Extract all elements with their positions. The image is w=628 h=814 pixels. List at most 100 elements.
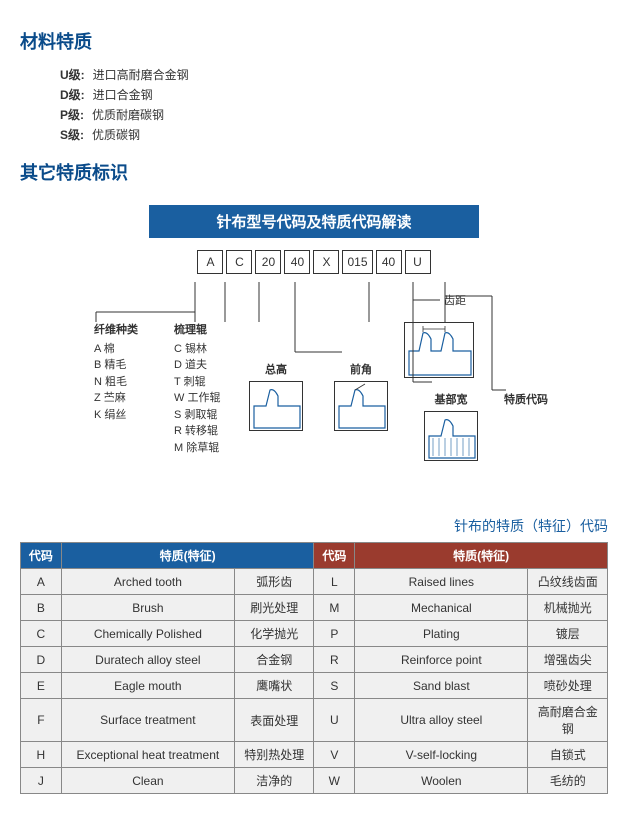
code-box: 20 [255, 250, 281, 274]
grade-row: D级: 进口合金钢 [60, 86, 608, 103]
grade-row: P级: 优质耐磨碳钢 [60, 106, 608, 123]
cell-en: Arched tooth [61, 569, 234, 595]
cell-cn: 弧形齿 [234, 569, 313, 595]
cell-cn: 高耐磨合金钢 [528, 699, 608, 742]
cell-en: Surface treatment [61, 699, 234, 742]
table-row: JClean洁净的WWoolen毛纺的 [21, 768, 608, 794]
cell-cn: 喷砂处理 [528, 673, 608, 699]
grade-row: S级: 优质碳钢 [60, 126, 608, 143]
code-box: 40 [284, 250, 310, 274]
code-diagram: 针布型号代码及特质代码解读 A C 20 40 X 015 40 U 齿距 纤维… [34, 205, 594, 492]
grade-label: S级: [60, 128, 84, 142]
cell-code: D [21, 647, 62, 673]
cell-en: Woolen [355, 768, 528, 794]
cell-en: V-self-locking [355, 742, 528, 768]
cell-code: V [314, 742, 355, 768]
cell-en: Eagle mouth [61, 673, 234, 699]
grade-desc: 进口高耐磨合金钢 [93, 68, 189, 82]
table-row: AArched tooth弧形齿LRaised lines凸纹线齿面 [21, 569, 608, 595]
cell-cn: 毛纺的 [528, 768, 608, 794]
code-boxes: A C 20 40 X 015 40 U [34, 250, 594, 274]
table-row: HExceptional heat treatment特别热处理VV-self-… [21, 742, 608, 768]
roller-item: M 除草辊 [174, 440, 220, 457]
th-code: 代码 [21, 543, 62, 569]
code-box: C [226, 250, 252, 274]
th-code: 代码 [314, 543, 355, 569]
cell-cn: 鹰嘴状 [234, 673, 313, 699]
cell-code: P [314, 621, 355, 647]
label-qianjiao: 前角 [334, 362, 388, 379]
cell-en: Ultra alloy steel [355, 699, 528, 742]
fiber-item: B 精毛 [94, 357, 138, 374]
grade-label: D级: [60, 88, 85, 102]
cell-cn: 凸纹线齿面 [528, 569, 608, 595]
roller-item: D 道夫 [174, 357, 220, 374]
qianjiao-icon [334, 381, 388, 431]
table-row: DDuratech alloy steel合金钢RReinforce point… [21, 647, 608, 673]
roller-item: T 刺辊 [174, 374, 220, 391]
cell-en: Exceptional heat treatment [61, 742, 234, 768]
table-row: EEagle mouth鹰嘴状SSand blast喷砂处理 [21, 673, 608, 699]
roller-item: R 转移辊 [174, 423, 220, 440]
zonggao-icon [249, 381, 303, 431]
cell-code: W [314, 768, 355, 794]
roller-item: W 工作辊 [174, 390, 220, 407]
cell-en: Raised lines [355, 569, 528, 595]
cell-code: L [314, 569, 355, 595]
cell-code: U [314, 699, 355, 742]
cell-cn: 合金钢 [234, 647, 313, 673]
grade-desc: 优质碳钢 [92, 128, 140, 142]
roller-item: C 锡林 [174, 341, 220, 358]
cell-cn: 增强齿尖 [528, 647, 608, 673]
section-material-title: 材料特质 [20, 28, 608, 54]
jibukuan-icon [424, 411, 478, 461]
cell-en: Brush [61, 595, 234, 621]
code-box: X [313, 250, 339, 274]
qianjiao-connector [292, 282, 352, 362]
roller-heading: 梳理辊 [174, 322, 220, 339]
cell-en: Duratech alloy steel [61, 647, 234, 673]
cell-cn: 化学抛光 [234, 621, 313, 647]
th-trait: 特质(特征) [61, 543, 314, 569]
fiber-item: N 粗毛 [94, 374, 138, 391]
code-box: U [405, 250, 431, 274]
cell-code: C [21, 621, 62, 647]
grade-desc: 进口合金钢 [93, 88, 153, 102]
fiber-item: K 绢丝 [94, 407, 138, 424]
cell-code: B [21, 595, 62, 621]
jibukuan-block: 基部宽 [424, 392, 478, 461]
code-box: 40 [376, 250, 402, 274]
grade-row: U级: 进口高耐磨合金钢 [60, 66, 608, 83]
cell-cn: 镀层 [528, 621, 608, 647]
grade-desc: 优质耐磨碳钢 [92, 108, 164, 122]
grade-label: P级: [60, 108, 84, 122]
cell-cn: 特别热处理 [234, 742, 313, 768]
cell-en: Plating [355, 621, 528, 647]
fiber-item: Z 苎麻 [94, 390, 138, 407]
table-title: 针布的特质（特征）代码 [20, 516, 608, 536]
table-row: FSurface treatment表面处理UUltra alloy steel… [21, 699, 608, 742]
roller-block: 梳理辊 C 锡林 D 道夫 T 刺辊 W 工作辊 S 剥取辊 R 转移辊 M 除… [174, 322, 220, 456]
cell-cn: 表面处理 [234, 699, 313, 742]
cell-en: Sand blast [355, 673, 528, 699]
tezhi-connector [444, 282, 524, 400]
trait-table: 代码 特质(特征) 代码 特质(特征) AArched tooth弧形齿LRai… [20, 542, 608, 794]
roller-item: S 剥取辊 [174, 407, 220, 424]
fiber-item: A 棉 [94, 341, 138, 358]
cell-code: F [21, 699, 62, 742]
material-grades: U级: 进口高耐磨合金钢 D级: 进口合金钢 P级: 优质耐磨碳钢 S级: 优质碳钢 [60, 66, 608, 143]
cell-cn: 刷光处理 [234, 595, 313, 621]
section-other-title: 其它特质标识 [20, 159, 608, 185]
code-box: A [197, 250, 223, 274]
cell-cn: 机械抛光 [528, 595, 608, 621]
label-zonggao: 总高 [249, 362, 303, 379]
cell-code: H [21, 742, 62, 768]
cell-code: J [21, 768, 62, 794]
cell-en: Clean [61, 768, 234, 794]
grade-label: U级: [60, 68, 85, 82]
qianjiao-block: 前角 [334, 362, 388, 431]
cell-en: Chemically Polished [61, 621, 234, 647]
diagram-title: 针布型号代码及特质代码解读 [149, 205, 479, 238]
cell-code: R [314, 647, 355, 673]
th-trait: 特质(特征) [355, 543, 608, 569]
